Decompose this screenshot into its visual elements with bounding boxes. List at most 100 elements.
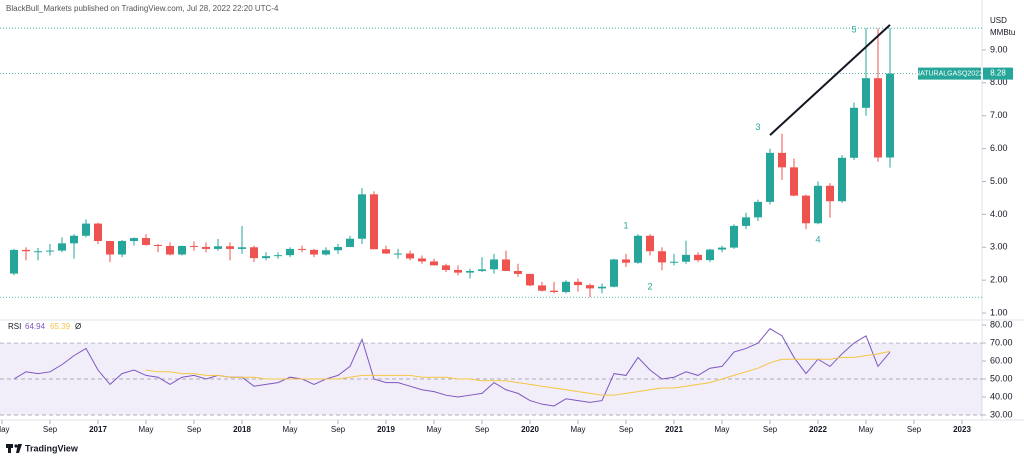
x-tick-label: 2018 [233,425,251,434]
candle-body [190,245,198,247]
candle-body [874,78,882,158]
candle-body [142,238,150,245]
candle-body [646,235,654,252]
candle-body [754,201,762,218]
rsi-value: 64.94 [25,322,46,331]
candle-body [286,248,294,256]
x-tick-label: May [426,425,441,434]
candle-body [574,281,582,286]
y-tick-label: 80.00 [990,319,1013,329]
candle-body [826,185,834,202]
candle-body [790,167,798,196]
candle-body [274,255,282,257]
candle-body [730,225,738,248]
x-tick-label: Sep [619,425,634,434]
x-tick-label: May [0,425,10,434]
candle-body [562,281,570,293]
candle-body [742,217,750,226]
candle-body [850,107,858,158]
candle-body [514,270,522,274]
candle-body [322,250,330,255]
y-tick-label: 2.00 [990,275,1008,285]
candle-body [454,269,462,273]
candle-body [814,185,822,224]
candle-body [238,247,246,249]
symbol-badge [918,67,981,80]
y-tick-label: 40.00 [990,391,1013,401]
x-tick-label: 2019 [377,425,395,434]
candle-body [550,290,558,293]
candle-body [46,250,54,252]
unit: MMBtu [990,28,1015,37]
candle-body [634,235,642,263]
x-tick-label: May [570,425,585,434]
y-tick-label: 9.00 [990,44,1008,54]
y-tick-label: 7.00 [990,110,1008,120]
candle-body [442,265,450,270]
price-badge [983,67,1013,80]
candle-body [526,273,534,286]
wave-label: 3 [755,122,760,132]
candle-body [478,269,486,271]
x-tick-label: Sep [43,425,58,434]
candle-body [670,261,678,263]
candle-body [802,195,810,224]
price-label: 8.28 [990,69,1006,78]
candle-body [262,256,270,259]
y-tick-label: 8.00 [990,77,1008,87]
candle-body [598,286,606,289]
candle-body [250,247,258,259]
y-tick-label: 5.00 [990,176,1008,186]
y-tick-label: 6.00 [990,143,1008,153]
candle-body [610,259,618,287]
candle-body [766,152,774,202]
candle-body [622,259,630,263]
candle-body [154,244,162,246]
x-tick-label: 2023 [953,425,971,434]
candle-body [298,248,306,250]
wave-label: 2 [647,281,652,291]
candle-body [70,235,78,244]
candle-body [118,241,126,255]
y-tick-label: 30.00 [990,409,1013,419]
candle-body [34,251,42,253]
candle-body [106,241,114,255]
symbol-label: NATURALGASQ2022 [915,70,983,77]
y-tick-label: 1.00 [990,307,1008,317]
candle-body [886,73,894,158]
candle-body [778,152,786,168]
candle-body [706,249,714,261]
rsi-line [13,328,891,407]
candle-body [538,285,546,291]
x-tick-label: Sep [187,425,202,434]
x-tick-label: May [858,425,873,434]
candle-body [490,259,498,270]
candle-body [694,254,702,261]
candle-body [130,238,138,242]
y-tick-label: 60.00 [990,355,1013,365]
y-tick-label: 70.00 [990,337,1013,347]
x-tick-label: May [282,425,297,434]
candle-body [718,247,726,250]
x-tick-label: 2017 [89,425,107,434]
candle-body [178,245,186,255]
candle-body [382,249,390,254]
candle-body [358,194,366,239]
candle-body [10,249,18,274]
trendline [769,24,891,136]
candle-body [430,261,438,266]
candle-body [334,246,342,251]
wave-label: 4 [815,234,820,244]
candle-body [310,249,318,255]
x-tick-label: 2021 [665,425,683,434]
candle-body [166,245,174,255]
x-tick-label: May [138,425,153,434]
rsi-extra: Ø [75,322,81,331]
candle-body [202,246,210,249]
x-tick-label: 2020 [521,425,539,434]
candle-body [346,238,354,247]
candle-body [466,270,474,273]
y-tick-label: 50.00 [990,373,1013,383]
y-tick-label: 4.00 [990,209,1008,219]
